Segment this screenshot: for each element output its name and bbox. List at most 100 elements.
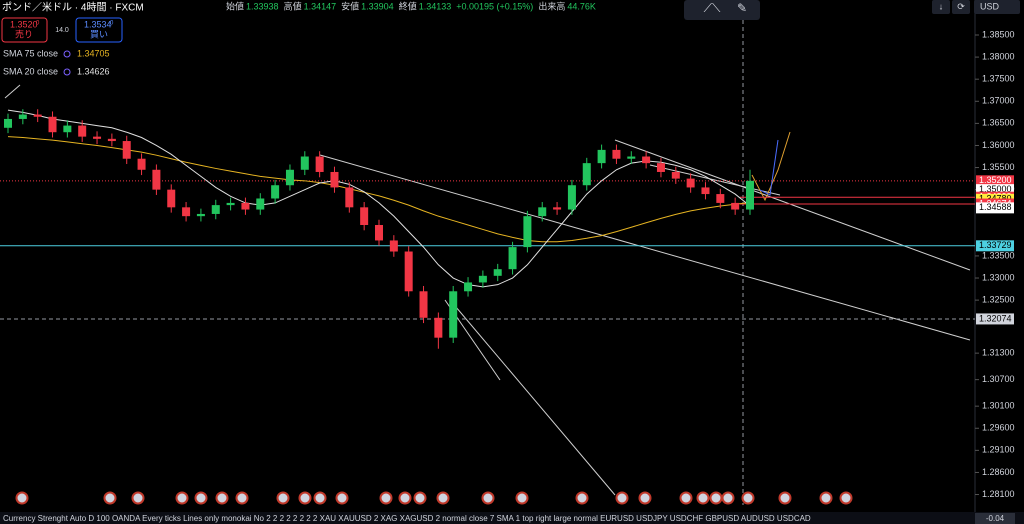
candle-body	[538, 207, 547, 217]
candle-body	[211, 205, 220, 214]
ohlc-label: 終値	[399, 0, 417, 11]
event-flag	[276, 491, 290, 505]
candle-body	[553, 207, 562, 210]
price-tag	[976, 175, 1014, 187]
buy-label[interactable]: 買い	[90, 29, 108, 39]
candle-body	[434, 317, 443, 338]
y-tick-label: 1.29600	[982, 423, 1015, 433]
y-tick-label: 1.37000	[982, 96, 1015, 106]
volume-label: 出来高	[538, 0, 565, 11]
trend-lines	[4, 84, 971, 496]
price-tag	[976, 202, 1014, 214]
price-tag	[976, 240, 1014, 252]
footer-value-box	[975, 513, 1015, 524]
event-flag	[131, 491, 145, 505]
icon[interactable]: ↓	[939, 1, 944, 11]
y-tick-label: 1.33000	[982, 272, 1015, 282]
candle-body	[419, 291, 428, 318]
event-flag	[819, 491, 833, 505]
candle-body	[315, 156, 324, 172]
symbol: ポンド／米ドル · 4時間 · FXCM	[2, 1, 144, 14]
event-flag	[298, 491, 312, 505]
ohlc-label: 始値	[226, 0, 244, 11]
event-flag	[215, 491, 229, 505]
ohlc-value: 1.33938	[246, 1, 279, 11]
event-flag	[103, 491, 117, 505]
event-flag	[194, 491, 208, 505]
tool-icon[interactable]: ✎	[737, 1, 747, 15]
event-flag	[379, 491, 393, 505]
spread: 14.0	[55, 27, 69, 34]
candle-body	[271, 185, 280, 199]
event-flag	[778, 491, 792, 505]
event-flag	[398, 491, 412, 505]
candle-body	[582, 163, 591, 186]
event-flag	[515, 491, 529, 505]
indicator-legend: SMA 75 close 1.34705 SMA 20 close 1.34626	[3, 48, 110, 76]
candle-body	[48, 116, 57, 133]
event-flag	[436, 491, 450, 505]
candle-body	[493, 269, 502, 276]
candle-body	[167, 189, 176, 208]
candle-body	[152, 169, 161, 190]
buy-price-sup[interactable]: 0	[110, 21, 114, 27]
event-flag	[839, 491, 853, 505]
indicator-value: 1.34705	[77, 48, 110, 58]
event-flag	[481, 491, 495, 505]
candle-body	[627, 156, 636, 159]
y-tick-label: 1.36000	[982, 140, 1015, 150]
button[interactable]	[952, 0, 970, 14]
buy-price[interactable]: 1.3534	[84, 19, 112, 29]
sell-price-sup[interactable]: 0	[36, 21, 40, 27]
y-tick-label: 1.38500	[982, 29, 1015, 39]
candle-body	[478, 275, 487, 283]
currency-select[interactable]	[974, 0, 1020, 14]
candle-body	[612, 149, 621, 159]
tool-icon[interactable]: ⟋⟍	[704, 1, 721, 15]
ohlc-legend: 始値 1.33938 高値 1.34147 安値 1.33904 終値 1.34133 +0.0…	[226, 0, 596, 11]
candle-body	[671, 171, 680, 179]
y-tick-label: 1.30700	[982, 374, 1015, 384]
candle-body	[285, 169, 294, 186]
sma75-line	[7, 136, 751, 243]
sell-label[interactable]: 売り	[15, 28, 33, 39]
candle-body	[404, 251, 413, 292]
y-tick-label: 1.32500	[982, 294, 1015, 304]
candle-body	[597, 149, 606, 164]
indicator-name: SMA 20 close	[3, 66, 58, 76]
currency[interactable]: USD	[980, 1, 1000, 11]
event-flag	[575, 491, 589, 505]
icon[interactable]: ⟳	[957, 1, 965, 11]
button[interactable]	[932, 0, 950, 14]
event-flag	[235, 491, 249, 505]
candle-body	[78, 125, 87, 137]
candle-body	[256, 198, 265, 210]
buy-button[interactable]	[75, 17, 123, 43]
change: +0.00195 (+0.15%)	[456, 1, 533, 11]
sell-button[interactable]	[1, 17, 48, 43]
candle-body	[686, 178, 695, 188]
price-tag-label: 1.34588	[979, 202, 1012, 212]
ohlc-label: 高値	[284, 0, 302, 11]
sell-price[interactable]: 1.3520	[10, 19, 38, 29]
y-tick-label: 1.28100	[982, 489, 1015, 499]
indicator-icon	[63, 50, 71, 58]
candle-body	[746, 180, 754, 210]
candle-body	[137, 158, 146, 170]
event-flags	[15, 491, 853, 505]
indicator-name: SMA 75 close	[3, 48, 58, 58]
event-flag	[313, 491, 327, 505]
ohlc-label: 安値	[341, 0, 359, 11]
drawing-toolbar[interactable]	[684, 0, 760, 20]
event-flag	[335, 491, 349, 505]
ohlc-value: 1.33904	[361, 1, 394, 11]
footer-text: Currency Strenght Auto D 100 OANDA Every…	[3, 514, 811, 523]
candle-body	[375, 225, 383, 241]
candle-body	[701, 187, 710, 195]
price-tag-label: 1.35200	[979, 175, 1012, 185]
candle-body	[241, 202, 250, 210]
candle-body	[360, 207, 369, 225]
y-tick-label: 1.30100	[982, 401, 1015, 411]
indicator-icon	[63, 68, 71, 76]
candle-body	[63, 125, 72, 133]
